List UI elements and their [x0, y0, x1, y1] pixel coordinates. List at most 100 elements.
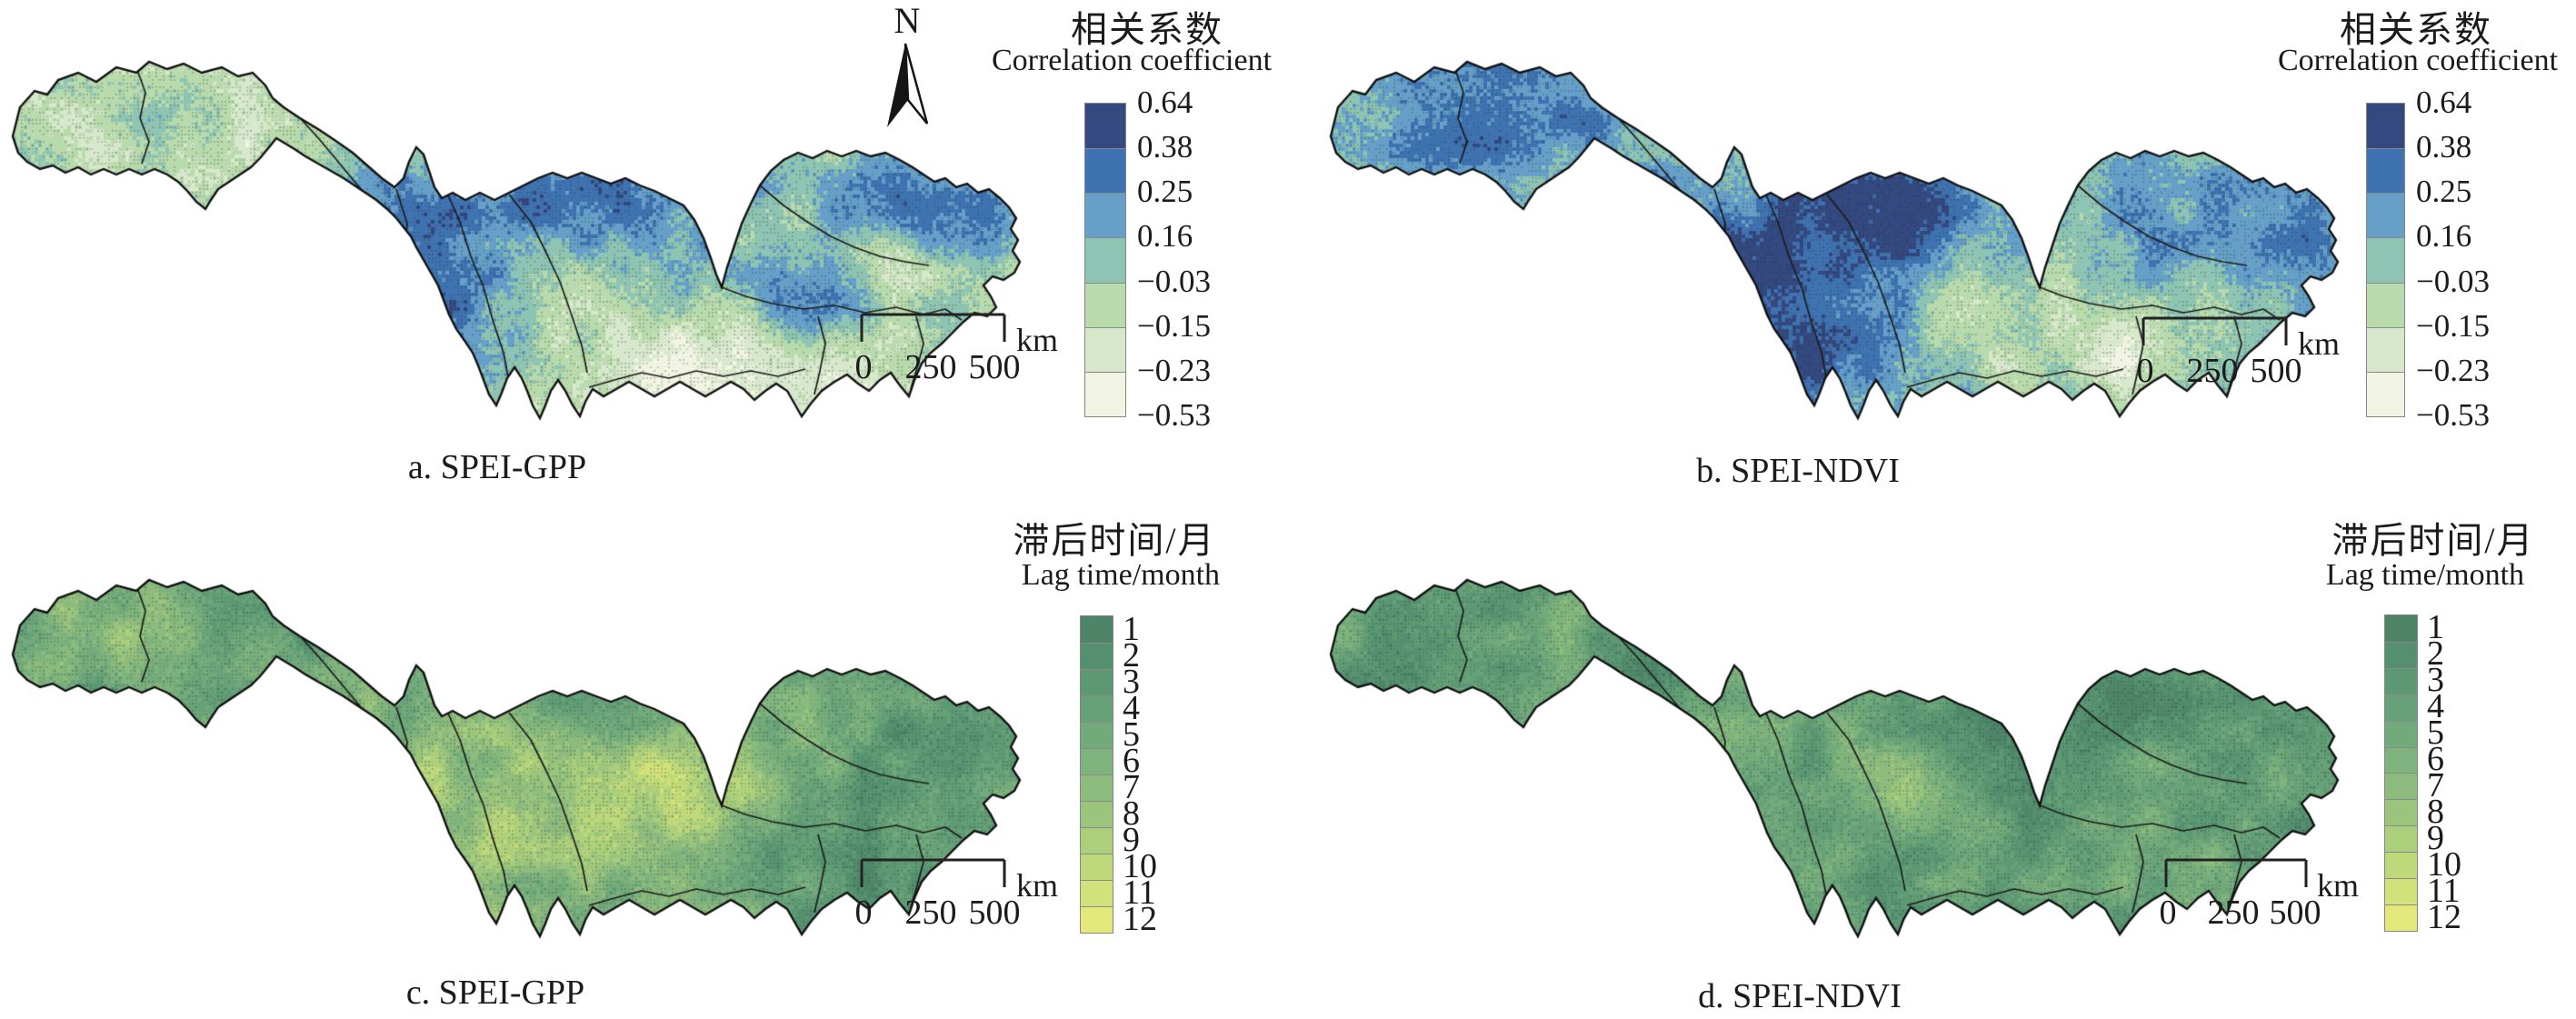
legend-swatch: [2385, 825, 2417, 853]
scale-bar-tick: 500: [2270, 894, 2321, 932]
scale-bar-unit: km: [2317, 867, 2359, 904]
scale-bar: km 0 250 500: [856, 313, 1058, 386]
legend-title-en: Correlation coefficient: [2277, 44, 2559, 77]
scale-bar-line: [860, 858, 1006, 887]
legend-tick-label: 7: [2427, 765, 2444, 804]
legend-swatch: [1085, 237, 1125, 283]
scale-bar-unit: km: [2298, 325, 2340, 362]
legend-title-zh: 滞后时间/月: [1013, 520, 1216, 561]
scale-bar-line: [2164, 858, 2308, 887]
legend-swatch: [2385, 878, 2417, 904]
legend-tick-label: −0.15: [2416, 307, 2490, 344]
legend-title-en: Correlation coefficient: [991, 44, 1273, 77]
north-arrow-label: N: [894, 2, 921, 41]
legend-tick-label: 1: [2427, 608, 2444, 647]
legend-tick-label: 11: [1123, 873, 1156, 912]
legend-tick-label: 2: [2427, 634, 2444, 674]
scale-bar-tick: 500: [969, 348, 1021, 386]
legend-tick-label: 1: [1123, 609, 1140, 648]
legend-swatch: [2385, 904, 2417, 931]
legend-swatch: [2385, 773, 2417, 800]
legend-tick-label: −0.53: [1137, 397, 1211, 433]
scale-bar-tick: 0: [2161, 894, 2177, 932]
legend-swatch: [1085, 371, 1125, 416]
legend-tick-label: 9: [1123, 820, 1140, 859]
legend-tick-label: −0.03: [2416, 263, 2490, 299]
legend-tick-label: 12: [2427, 897, 2461, 936]
legend-tick-label: 0.38: [1137, 129, 1193, 165]
legend-tick-label: 12: [1123, 899, 1157, 938]
scale-bar-tick: 250: [905, 894, 957, 932]
scale-bar-tick: 0: [2138, 352, 2154, 390]
legend-tick-label: 0.16: [1137, 218, 1193, 255]
legend-tick-label: 10: [1123, 846, 1157, 885]
legend-colorbar-correlation: [1084, 103, 1126, 417]
legend-tick-label: 6: [2427, 740, 2444, 779]
legend-swatch: [1081, 695, 1113, 722]
legend-swatch: [2385, 746, 2417, 774]
scale-bar-tick: 250: [2208, 894, 2260, 932]
north-arrow-left-half: [887, 44, 908, 127]
legend-tick-label: −0.53: [2416, 397, 2490, 433]
legend-swatch: [1085, 193, 1125, 238]
legend-swatch: [1085, 326, 1125, 372]
scale-bar: km 0 250 500: [2161, 858, 2359, 932]
legend-swatch: [2367, 371, 2404, 416]
north-arrow-right-half: [904, 43, 929, 125]
legend-swatch: [1081, 748, 1113, 774]
legend-tick-label: 0.25: [2416, 174, 2472, 210]
scale-bar: km 0 250 500: [2138, 316, 2340, 390]
legend-tick-label: −0.23: [2416, 352, 2490, 388]
legend-title-zh: 滞后时间/月: [2331, 520, 2535, 561]
legend-swatch: [1085, 148, 1125, 194]
legend-tick-label: 0.64: [1137, 85, 1193, 120]
scale-bar: km 0 250 500: [856, 858, 1058, 932]
panel-caption-d: d. SPEI-NDVI: [1698, 977, 1902, 1015]
scale-bar-line: [2142, 316, 2288, 345]
legend-tick-label: −0.23: [1137, 352, 1211, 388]
legend-title-en: Lag time/month: [2325, 558, 2525, 592]
legend-swatch: [1081, 669, 1113, 695]
legend-swatch: [2367, 193, 2404, 238]
legend-tick-label: 4: [1123, 688, 1140, 727]
scale-bar-tick: 250: [905, 348, 957, 386]
legend-tick-label: 0.16: [2416, 218, 2472, 255]
legend-swatch: [1081, 643, 1113, 669]
scale-bar-tick: 0: [856, 894, 873, 932]
legend-swatch: [1085, 282, 1125, 327]
scale-bar-tick: 250: [2187, 352, 2239, 390]
scale-bar-unit: km: [1016, 322, 1058, 358]
legend-swatch: [2385, 615, 2417, 642]
map-canvas-spei-gpp-lag: [0, 545, 1036, 950]
legend-title-zh: 相关系数: [1071, 9, 1223, 50]
legend-swatch: [1081, 854, 1113, 880]
legend-title-zh: 相关系数: [2340, 9, 2492, 50]
panel-caption-b: b. SPEI-NDVI: [1696, 452, 1900, 490]
legend-swatch: [1081, 906, 1113, 933]
legend-swatch: [1081, 616, 1113, 643]
legend-tick-label: 3: [1123, 662, 1140, 701]
legend-swatch: [2385, 799, 2417, 826]
legend-colorbar-lag: [1080, 615, 1113, 934]
legend-swatch: [1081, 801, 1113, 827]
legend-tick-label: 7: [1123, 767, 1140, 806]
panel-caption-a: a. SPEI-GPP: [407, 448, 587, 486]
legend-title-en: Lag time/month: [1021, 558, 1221, 592]
legend-swatch: [2385, 852, 2417, 879]
legend-swatch: [1081, 827, 1113, 854]
legend-swatch: [1085, 104, 1125, 149]
map-canvas-spei-ndvi-lag: [1318, 545, 2354, 950]
legend-swatch: [1081, 722, 1113, 748]
scale-bar-tick: 0: [856, 348, 873, 386]
legend-tick-label: 9: [2427, 818, 2444, 857]
legend-tick-label: 8: [2427, 792, 2444, 831]
legend-colorbar-lag: [2384, 614, 2418, 932]
scale-bar-line: [860, 313, 1006, 342]
legend-swatch: [2367, 282, 2404, 327]
legend-tick-label: 11: [2427, 871, 2461, 910]
legend-tick-label: 0.64: [2416, 85, 2472, 120]
legend-tick-label: 4: [2427, 687, 2444, 726]
legend-swatch: [2367, 104, 2404, 149]
legend-tick-label: 6: [1123, 741, 1140, 780]
map-canvas-spei-gpp-correlation: [0, 27, 1036, 432]
